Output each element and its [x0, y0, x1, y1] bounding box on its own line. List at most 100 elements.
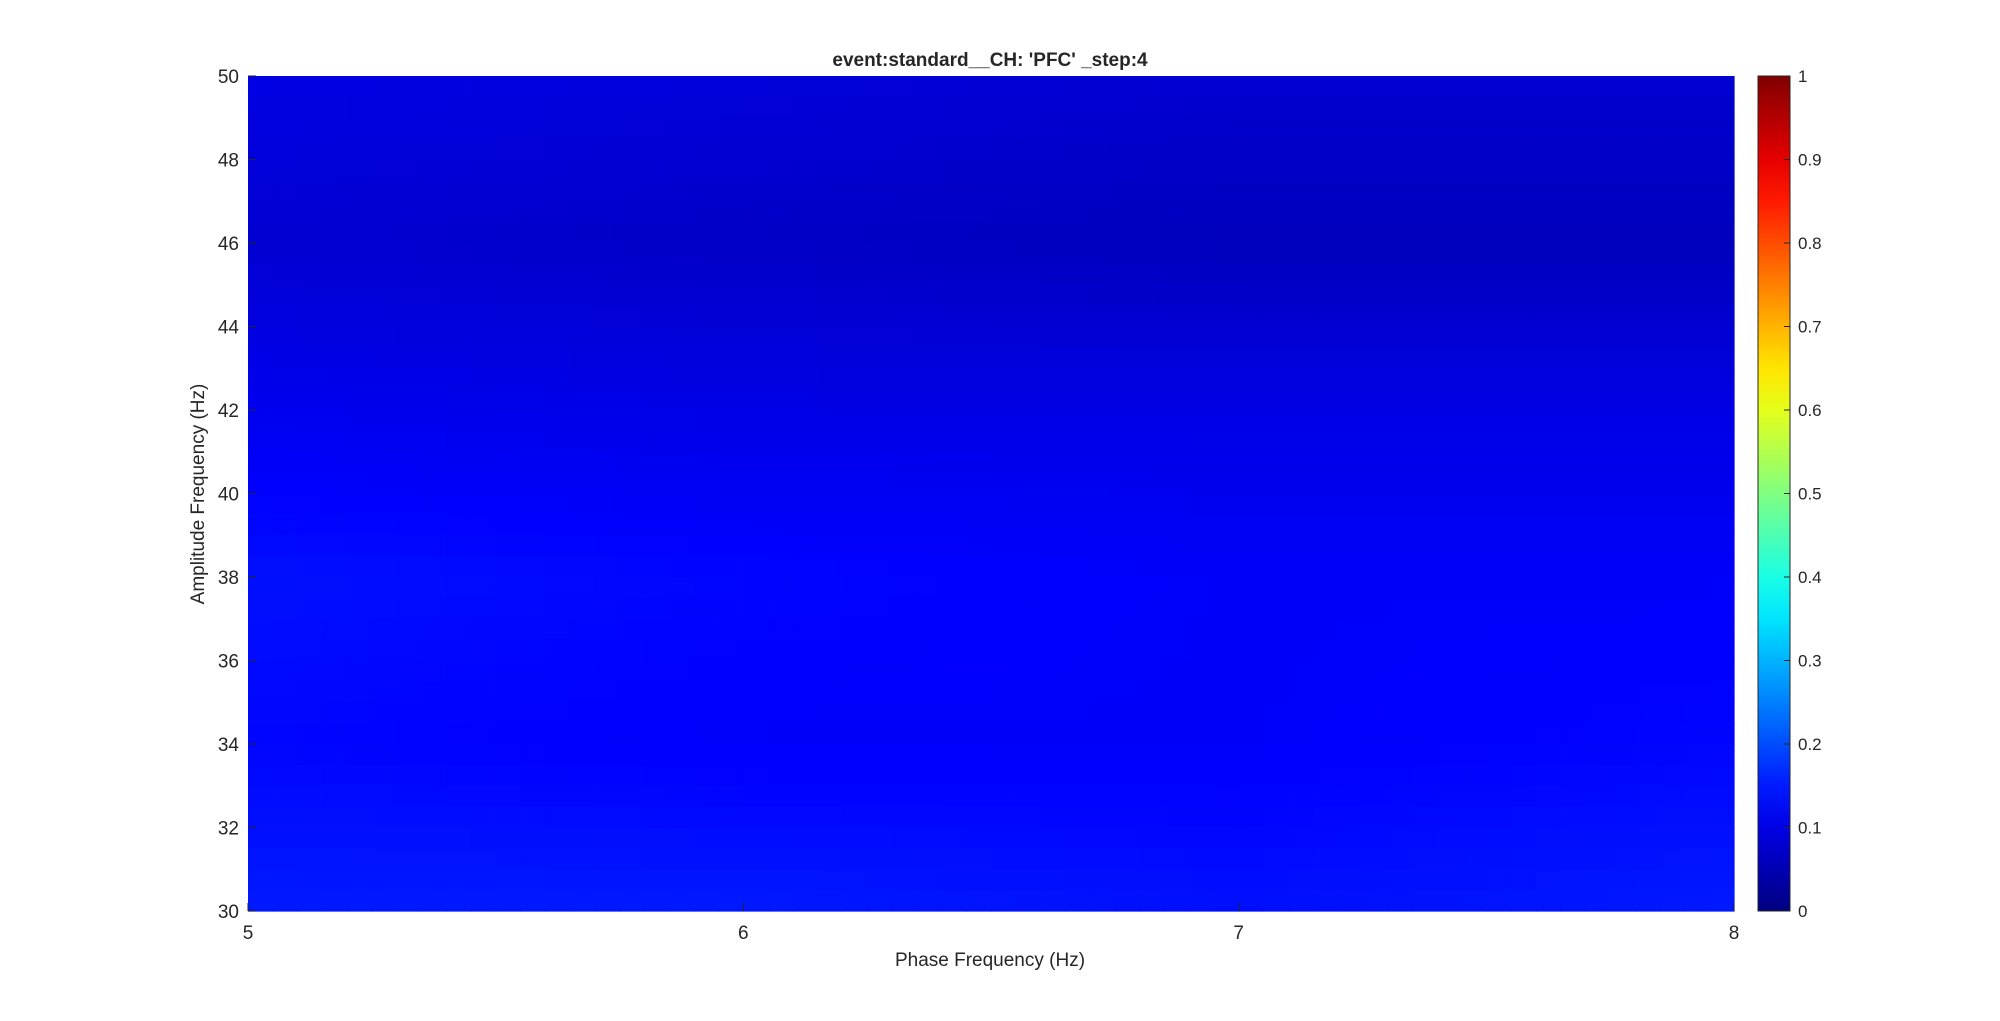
heatmap-cell: [917, 97, 942, 118]
heatmap-cell: [347, 661, 372, 682]
heatmap-cell: [1065, 828, 1090, 849]
heatmap-cell: [1239, 389, 1264, 410]
heatmap-cell: [421, 327, 446, 348]
heatmap-cell: [1288, 661, 1313, 682]
heatmap-cell: [966, 160, 991, 181]
heatmap-cell: [1387, 389, 1412, 410]
heatmap-cell: [1585, 243, 1610, 264]
heatmap-cell: [1164, 598, 1189, 619]
heatmap-cell: [941, 410, 966, 431]
heatmap-cell: [1660, 535, 1685, 556]
heatmap-cell: [347, 243, 372, 264]
heatmap-cell: [298, 431, 323, 452]
heatmap-cell: [941, 180, 966, 201]
heatmap-cell: [397, 681, 422, 702]
heatmap-cell: [372, 661, 397, 682]
heatmap-cell: [298, 347, 323, 368]
heatmap-cell: [1239, 368, 1264, 389]
heatmap-cell: [1016, 180, 1041, 201]
heatmap-cell: [1338, 306, 1363, 327]
heatmap-cell: [1610, 306, 1635, 327]
heatmap-cell: [1263, 640, 1288, 661]
heatmap-cell: [1313, 661, 1338, 682]
heatmap-cell: [1660, 201, 1685, 222]
heatmap-cell: [1437, 786, 1462, 807]
heatmap-cell: [421, 848, 446, 869]
heatmap-cell: [1288, 848, 1313, 869]
heatmap-cell: [719, 389, 744, 410]
heatmap-cell: [1635, 765, 1660, 786]
heatmap-cell: [1387, 222, 1412, 243]
heatmap-cell: [496, 410, 521, 431]
heatmap-cell: [1140, 368, 1165, 389]
heatmap-cell: [768, 619, 793, 640]
heatmap-cell: [669, 514, 694, 535]
heatmap-cell: [1363, 306, 1388, 327]
heatmap-cell: [694, 201, 719, 222]
heatmap-cell: [694, 577, 719, 598]
heatmap-cell: [1065, 473, 1090, 494]
heatmap-cell: [917, 201, 942, 222]
heatmap-cell: [719, 556, 744, 577]
heatmap-cell: [917, 347, 942, 368]
heatmap-cell: [694, 431, 719, 452]
heatmap-cell: [471, 661, 496, 682]
heatmap-cell: [1387, 661, 1412, 682]
heatmap-cell: [620, 890, 645, 911]
heatmap-cell: [1164, 577, 1189, 598]
heatmap-cell: [545, 723, 570, 744]
heatmap-cell: [818, 243, 843, 264]
heatmap-cell: [1140, 201, 1165, 222]
heatmap-cell: [768, 577, 793, 598]
heatmap-cell: [941, 139, 966, 160]
heatmap-cell: [1363, 494, 1388, 515]
heatmap-cell: [1263, 848, 1288, 869]
heatmap-cell: [1189, 180, 1214, 201]
heatmap-cell: [644, 243, 669, 264]
heatmap-cell: [1140, 869, 1165, 890]
heatmap-cell: [991, 640, 1016, 661]
heatmap-cell: [570, 723, 595, 744]
heatmap-cell: [1486, 201, 1511, 222]
heatmap-cell: [1536, 285, 1561, 306]
heatmap-cell: [818, 702, 843, 723]
heatmap-cell: [892, 327, 917, 348]
heatmap-cell: [1610, 535, 1635, 556]
heatmap-cell: [1486, 243, 1511, 264]
heatmap-cell: [768, 327, 793, 348]
heatmap-cell: [595, 347, 620, 368]
heatmap-cell: [1610, 243, 1635, 264]
heatmap-cell: [273, 76, 298, 97]
heatmap-cell: [595, 410, 620, 431]
heatmap-cell: [520, 160, 545, 181]
heatmap-cell: [694, 702, 719, 723]
heatmap-cell: [1610, 139, 1635, 160]
heatmap-cell: [917, 494, 942, 515]
heatmap-cell: [1016, 661, 1041, 682]
heatmap-cell: [1090, 180, 1115, 201]
heatmap-cell: [372, 180, 397, 201]
heatmap-cell: [1709, 556, 1734, 577]
heatmap-cell: [397, 786, 422, 807]
heatmap-cell: [1437, 306, 1462, 327]
heatmap-cell: [1462, 681, 1487, 702]
heatmap-cell: [1387, 786, 1412, 807]
heatmap-cell: [1090, 222, 1115, 243]
heatmap-cell: [421, 118, 446, 139]
heatmap-cell: [446, 347, 471, 368]
heatmap-cell: [719, 744, 744, 765]
heatmap-cell: [842, 97, 867, 118]
heatmap-cell: [793, 514, 818, 535]
heatmap-cell: [1635, 494, 1660, 515]
heatmap-cell: [842, 494, 867, 515]
heatmap-cell: [322, 514, 347, 535]
heatmap-cell: [669, 807, 694, 828]
heatmap-cell: [1462, 869, 1487, 890]
heatmap-cell: [1387, 97, 1412, 118]
heatmap-cell: [1214, 702, 1239, 723]
heatmap-cell: [1313, 828, 1338, 849]
heatmap-cell: [1660, 848, 1685, 869]
heatmap-cell: [867, 76, 892, 97]
heatmap-cell: [496, 347, 521, 368]
heatmap-cell: [620, 431, 645, 452]
